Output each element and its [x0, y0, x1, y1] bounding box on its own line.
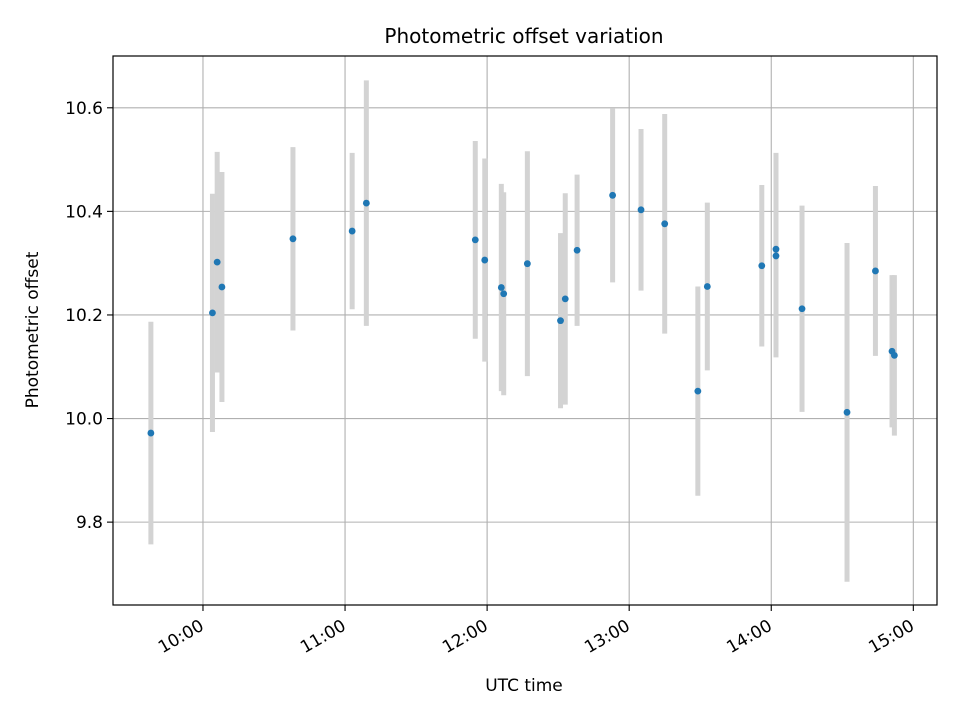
data-point [471, 236, 479, 244]
y-tick-label: 9.8 [76, 513, 103, 533]
data-point [209, 309, 216, 317]
data-point [872, 267, 879, 275]
data-points [147, 191, 898, 437]
x-axis-label: UTC time [485, 676, 563, 696]
y-tick-label: 10.4 [65, 202, 103, 222]
data-point [213, 258, 221, 266]
data-point [694, 387, 702, 395]
data-point [348, 227, 356, 235]
data-point [890, 351, 898, 359]
plot-area-frame [112, 55, 938, 606]
x-tick-label: 12:00 [439, 616, 491, 658]
data-point [772, 252, 780, 260]
data-point [798, 305, 806, 313]
data-point [573, 246, 581, 254]
x-axis-ticks: 10:00 11:00 12:00 13:00 14:00 15:00 [155, 605, 918, 658]
y-tick-label: 10.2 [65, 306, 103, 326]
data-point [500, 290, 508, 298]
data-point [843, 408, 851, 416]
data-point [218, 283, 226, 291]
y-axis-label: Photometric offset [23, 251, 43, 408]
data-point [289, 235, 297, 243]
x-tick-label: 13:00 [581, 616, 633, 658]
x-tick-label: 11:00 [297, 616, 349, 658]
data-point [561, 295, 569, 303]
chart-title: Photometric offset variation [384, 24, 663, 48]
data-point [703, 283, 711, 290]
y-tick-label: 10.6 [65, 99, 103, 119]
data-point [637, 206, 645, 214]
data-point [772, 245, 780, 253]
data-point [147, 429, 155, 437]
data-point [758, 262, 766, 270]
x-tick-label: 10:00 [155, 616, 207, 658]
data-point [661, 220, 669, 228]
x-tick-label: 15:00 [865, 616, 917, 658]
error-bars [148, 80, 897, 582]
data-point [557, 317, 564, 325]
x-tick-label: 14:00 [723, 616, 775, 658]
data-point [481, 256, 489, 264]
data-point [609, 191, 617, 199]
data-point [362, 199, 370, 207]
y-tick-label: 10.0 [65, 410, 103, 430]
data-point [523, 260, 531, 268]
data-point [497, 284, 505, 291]
y-axis-ticks: 9.8 10.0 10.2 10.4 10.6 [65, 99, 113, 533]
